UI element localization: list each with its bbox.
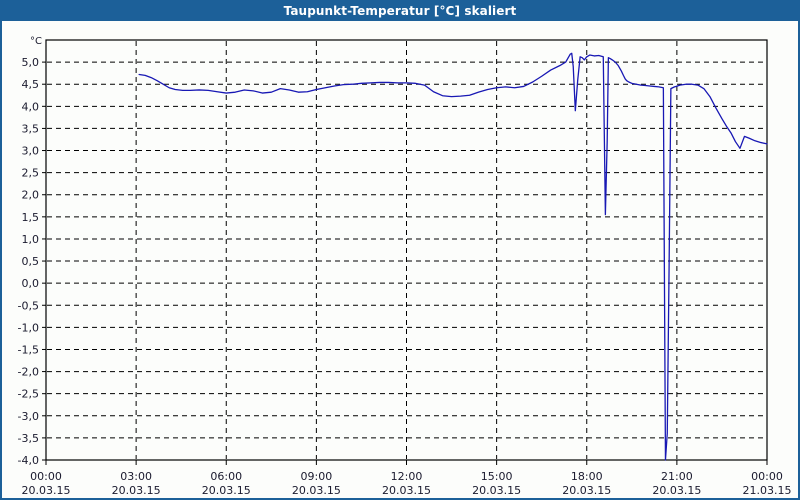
- x-tick-time-label: 15:00: [481, 470, 513, 483]
- y-tick-label: 0,0: [22, 277, 40, 290]
- y-tick-label: 3,5: [22, 122, 40, 135]
- grid-lines: [47, 41, 766, 461]
- x-tick-time-label: 00:00: [751, 470, 783, 483]
- plot-area: °C 5,0 4,5 4,0 3,5 3,0 2,5 2,0 1,5 1,0 0,5 0,0 -0,5…: [2, 21, 798, 498]
- window-title: Taupunkt-Temperatur [°C] skaliert: [2, 2, 798, 21]
- y-tick-label: 2,0: [22, 189, 40, 202]
- y-tick-label: 5,0: [22, 56, 40, 69]
- x-tick-date-label: 20.03.15: [112, 484, 161, 497]
- x-tick-date-label: 21.03.15: [743, 484, 792, 497]
- y-tick-label: -1,0: [18, 321, 39, 334]
- y-tick-label: 3,0: [22, 145, 40, 158]
- x-axis-tick-labels: 00:0020.03.1503:0020.03.1506:0020.03.150…: [22, 470, 792, 497]
- x-tick-date-label: 20.03.15: [292, 484, 341, 497]
- y-tick-label: -4,0: [18, 454, 39, 467]
- x-tick-date-label: 20.03.15: [382, 484, 431, 497]
- y-tick-label: -2,0: [18, 366, 39, 379]
- x-tick-time-label: 06:00: [210, 470, 242, 483]
- y-tick-label: -1,5: [18, 343, 39, 356]
- x-tick-date-label: 20.03.15: [562, 484, 611, 497]
- x-axis-ticks: [45, 460, 768, 465]
- y-tick-label: 2,5: [22, 167, 40, 180]
- y-tick-label: 1,5: [22, 211, 40, 224]
- x-tick-date-label: 20.03.15: [202, 484, 251, 497]
- y-axis-ticks: [42, 61, 46, 461]
- x-tick-time-label: 00:00: [30, 470, 62, 483]
- line-chart-svg: °C 5,0 4,5 4,0 3,5 3,0 2,5 2,0 1,5 1,0 0,5 0,0 -0,5…: [18, 36, 792, 497]
- y-axis-tick-labels: 5,0 4,5 4,0 3,5 3,0 2,5 2,0 1,5 1,0 0,5 0,0 -0,5 -1,…: [18, 56, 39, 467]
- x-tick-time-label: 21:00: [661, 470, 693, 483]
- y-axis-unit-label: °C: [30, 36, 42, 47]
- plot-frame: [45, 39, 768, 461]
- y-tick-label: 0,5: [22, 255, 40, 268]
- y-tick-label: -3,5: [18, 432, 39, 445]
- y-tick-label: -0,5: [18, 299, 39, 312]
- x-tick-date-label: 20.03.15: [652, 484, 701, 497]
- x-tick-time-label: 03:00: [120, 470, 152, 483]
- y-tick-label: -3,0: [18, 410, 39, 423]
- x-tick-date-label: 20.03.15: [22, 484, 71, 497]
- data-series-line: [138, 52, 768, 461]
- x-tick-time-label: 18:00: [571, 470, 603, 483]
- x-tick-date-label: 20.03.15: [472, 484, 521, 497]
- x-tick-time-label: 12:00: [391, 470, 423, 483]
- y-tick-label: 4,0: [22, 100, 40, 113]
- x-tick-time-label: 09:00: [301, 470, 333, 483]
- y-tick-label: -2,5: [18, 388, 39, 401]
- y-tick-label: 1,0: [22, 233, 40, 246]
- y-tick-label: 4,5: [22, 78, 40, 91]
